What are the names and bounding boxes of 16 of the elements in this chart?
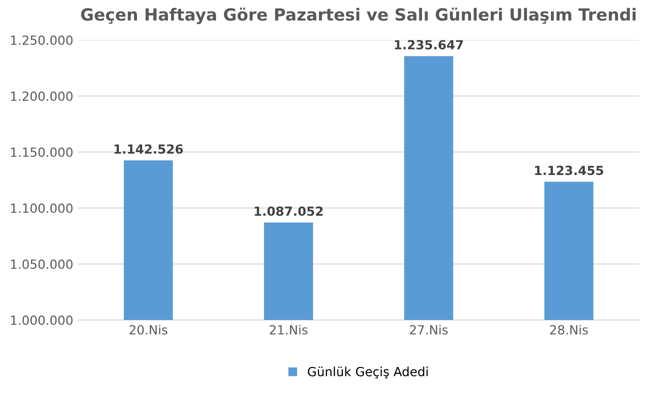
legend-label: Günlük Geçiş Adedi	[308, 366, 428, 379]
y-tick-label: 1.100.000	[11, 203, 73, 213]
x-tick-label: 27.Nis	[410, 324, 448, 335]
y-tick-label: 1.050.000	[11, 259, 73, 269]
chart-title: Geçen Haftaya Göre Pazartesi ve Salı Günleri Ulaşım Trendi	[81, 8, 636, 24]
x-tick-label: 21.Nis	[270, 324, 308, 335]
y-tick-label: 1.250.000	[11, 35, 73, 45]
x-tick-label: 20.Nis	[130, 324, 168, 335]
y-tick-label: 1.000.000	[11, 315, 73, 325]
data-label: 1.087.052	[254, 206, 323, 216]
x-tick-label: 28.Nis	[550, 324, 588, 335]
data-label: 1.123.455	[535, 166, 604, 176]
y-tick-label: 1.200.000	[11, 91, 73, 101]
y-tick-label: 1.150.000	[11, 147, 73, 157]
data-label: 1.235.647	[394, 40, 463, 50]
data-label: 1.142.526	[114, 144, 183, 154]
